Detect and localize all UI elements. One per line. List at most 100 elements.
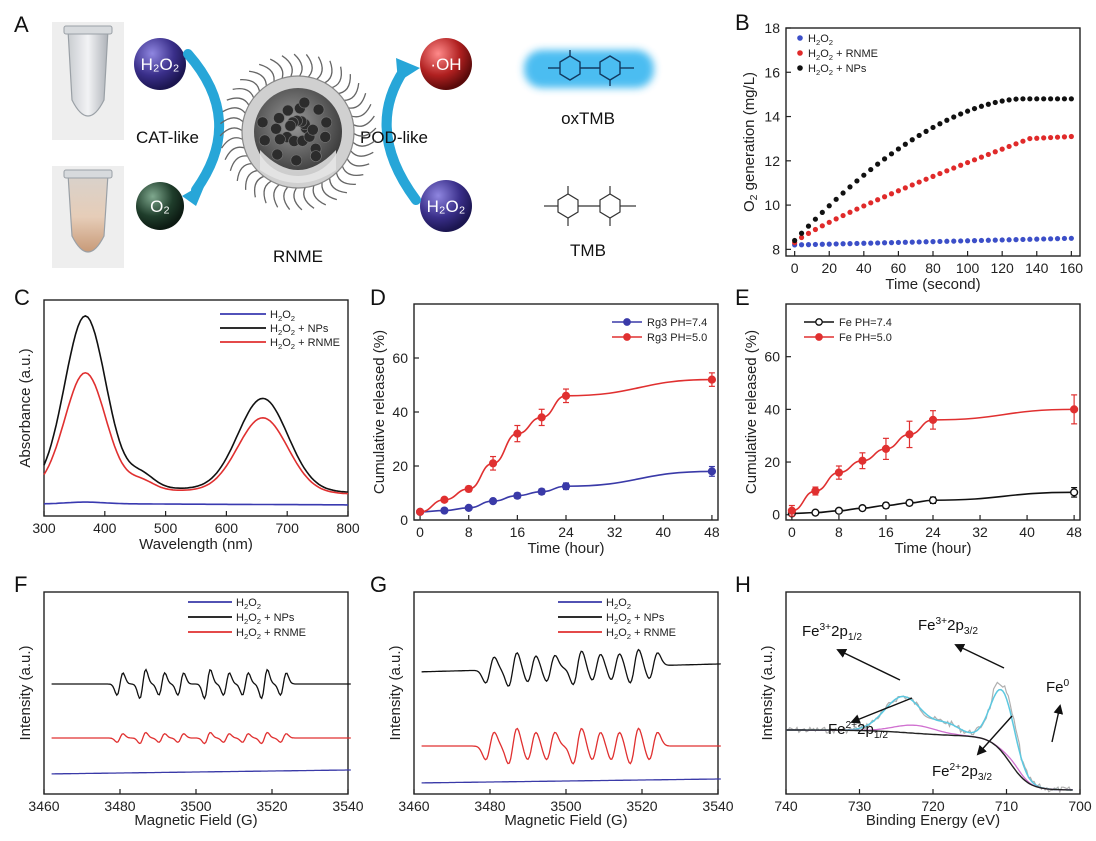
text-span: H [606,627,614,639]
plotF-xtick-label: 3540 [332,798,363,814]
plotF-spectrum-1 [51,668,351,700]
plot-b-point-2 [833,196,839,202]
ann-sub: 1/2 [874,730,888,741]
plotD-curve-1 [420,378,712,513]
ann-sub: 1/2 [848,632,862,643]
text-span: 2 [627,617,631,626]
text-span: H [808,33,816,45]
polymer-chain [293,185,303,211]
plotG-xtick-label: 3480 [474,798,505,814]
ann-sub: 3/2 [978,772,992,783]
plot-c-legend-label: H2O2 + NPs [270,323,329,337]
plotE-xtick-label: 48 [1066,524,1082,540]
text-span: H [808,63,816,75]
plot-b-point-1 [916,179,922,185]
polymer-chain [345,92,367,109]
text-span: 2 [614,617,618,626]
plot-b-point-2 [985,101,991,107]
ann-part: Fe [932,763,950,780]
plotE-point [928,496,938,505]
plot-c-xtick-label: 600 [215,520,239,536]
plot-b-point-1 [826,219,832,225]
plot-b-xtick-label: 40 [856,260,872,276]
plotG-frame [413,591,719,795]
polymer-chain [345,156,370,167]
ann-sup: 2+ [950,762,962,773]
plotE-xtick-label: 8 [835,524,843,540]
ann-sub: 3/2 [964,626,978,637]
plot-b-point-1 [902,185,908,191]
plotD-xtick-label: 32 [607,524,623,540]
plotE-point [811,508,820,517]
plot-b-point-2 [1054,96,1061,102]
plot-c-xtick-label: 500 [154,520,178,536]
text-span: 2 [278,342,282,351]
text-span: H [270,337,278,349]
plot-b-point-1 [854,206,860,212]
polymer-chain [221,137,246,149]
plot-b-legend-label: H2O2 + NPs [808,63,867,77]
text-span: + NPs [295,323,329,335]
text-span: Intensity (a.u.) [17,645,34,740]
text-span: 2 [291,314,295,323]
panel-label-e: E [735,285,750,310]
plotE-curve-0 [791,491,1075,515]
polymer-chain [263,179,274,204]
ann-part: Fe [918,617,936,634]
plot-b-point-0 [999,237,1005,243]
plotD-point [537,487,546,496]
plot-b-point-1 [1061,134,1068,140]
h2o2-right-label: H₂O₂ [427,197,466,216]
plot-b-point-1 [971,157,978,163]
plot-b-point-2 [881,156,888,162]
plotE-curve-1 [791,408,1075,512]
plot-b-point-2 [964,108,971,114]
plotD-legend-marker [623,333,631,341]
text-span: 2 [257,602,261,611]
plot-b-point-1 [1048,134,1054,141]
plotG-xtick-label: 3540 [702,798,733,814]
polymer-chain [269,58,284,81]
plot-h-xtick-label: 720 [921,798,945,814]
plot-b-point-1 [1020,138,1026,144]
plot-b-point-0 [985,237,991,243]
plotD-point [513,491,522,500]
plotD-ytick-label: 20 [392,458,408,474]
iron-core-particle [310,150,322,162]
text-span: + NPs [833,63,867,75]
text-span: 2 [257,632,261,641]
text-span: 2 [291,342,295,351]
plot-b-point-2 [1013,96,1019,102]
plotE-point [905,430,914,439]
text-span: O [618,612,627,624]
plotE-legend-label: Fe PH=7.4 [839,317,892,329]
plotF-ylabel: Intensity (a.u.) [17,645,34,740]
text-span: O [282,323,291,335]
plotD-xtick-label: 48 [704,524,720,540]
plot-b-point-1 [895,188,902,194]
plotE-xtick-label: 32 [972,524,988,540]
plot-b-point-1 [958,162,964,168]
plotG-spectrum-1 [421,648,721,687]
plotD-xtick-label: 24 [558,524,574,540]
pod-like-arrow [381,58,421,205]
panel-label-a: A [14,12,29,37]
plot-b-xtick-label: 80 [925,260,941,276]
plot-b-point-1 [1006,143,1012,150]
plot-b-point-0 [819,241,825,247]
plot-b-point-0 [1013,237,1019,243]
plot-b-point-2 [951,114,957,120]
text-span: O [248,597,257,609]
plot-b-point-1 [1034,135,1040,141]
ylabel-part: generation (mg/L) [741,72,758,195]
h2o2-left-label: H₂O₂ [141,55,180,74]
text-span: Cumulative released (%) [743,330,760,494]
ann-sup: 3+ [820,622,832,633]
plot-h-background [786,729,1073,791]
plot-b-legend-label: H2O2 + RNME [808,48,878,62]
iron-core-particle [319,131,332,143]
plotD-point [488,459,498,468]
panel-label-g: G [370,572,387,597]
plot-b-point-0 [854,240,860,247]
iron-core-particle [273,112,285,124]
